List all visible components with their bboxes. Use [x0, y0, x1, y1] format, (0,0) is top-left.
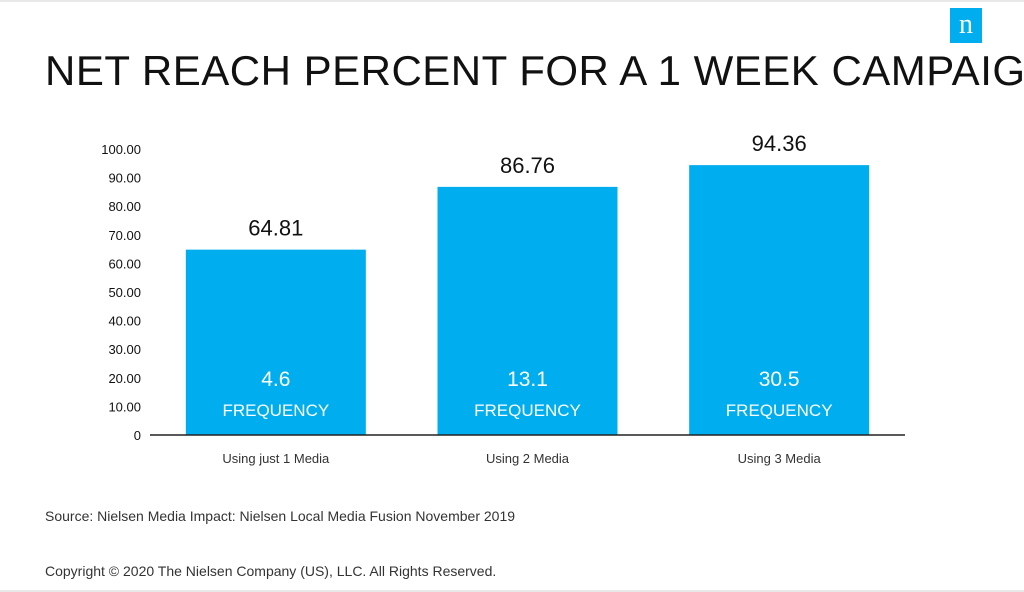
y-tick-label: 60.00: [108, 256, 141, 271]
bar-frequency-value: 13.1: [507, 368, 548, 391]
bar-value-label: 64.81: [248, 216, 303, 241]
bar-value-label: 86.76: [500, 153, 555, 178]
y-tick-label: 100.00: [101, 142, 141, 157]
y-tick-label: 30.00: [108, 342, 141, 357]
y-tick-label: 0: [134, 428, 141, 443]
y-tick-label: 20.00: [108, 371, 141, 386]
bar-frequency-value: 4.6: [261, 368, 290, 391]
bar: [689, 165, 870, 435]
y-tick-label: 70.00: [108, 228, 141, 243]
bar-frequency-label: FREQUENCY: [474, 401, 581, 420]
x-category-label: Using just 1 Media: [222, 451, 330, 466]
y-tick-label: 90.00: [108, 171, 141, 186]
bottom-border: [0, 590, 1024, 592]
x-category-label: Using 3 Media: [738, 451, 822, 466]
copyright-note: Copyright © 2020 The Nielsen Company (US…: [45, 563, 497, 579]
y-tick-label: 80.00: [108, 199, 141, 214]
y-tick-label: 40.00: [108, 314, 141, 329]
bar: [185, 249, 366, 435]
bar-frequency-value: 30.5: [759, 368, 800, 391]
y-tick-label: 10.00: [108, 399, 141, 414]
bar-value-label: 94.36: [752, 131, 807, 156]
bar-frequency-label: FREQUENCY: [222, 401, 329, 420]
bar-frequency-label: FREQUENCY: [726, 401, 833, 420]
bar: [437, 186, 618, 435]
y-tick-label: 50.00: [108, 285, 141, 300]
x-category-label: Using 2 Media: [486, 451, 570, 466]
nielsen-logo: n: [950, 8, 982, 43]
top-border: [0, 0, 1024, 2]
source-note: Source: Nielsen Media Impact: Nielsen Lo…: [45, 508, 516, 524]
